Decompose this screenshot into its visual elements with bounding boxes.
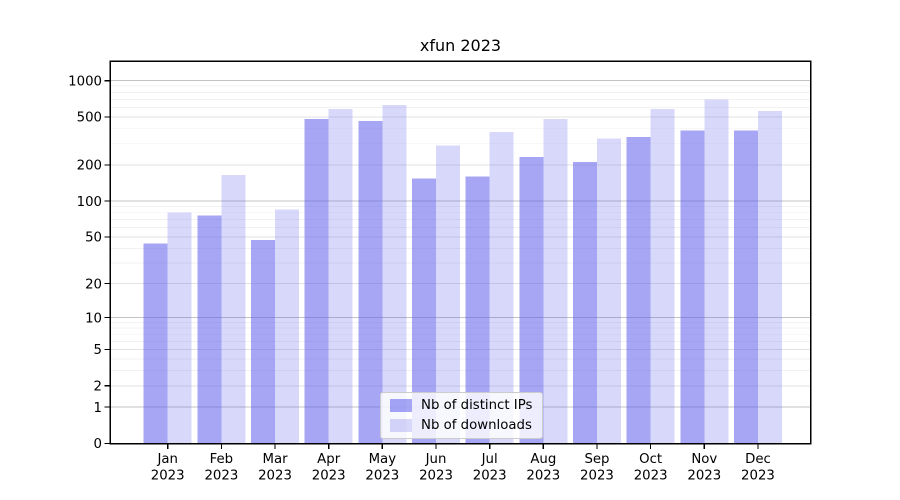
legend-swatch-distinct-ips xyxy=(390,399,412,412)
x-tick-label-year: 2023 xyxy=(580,469,614,484)
x-tick-label-year: 2023 xyxy=(204,469,238,484)
x-tick-label-month: Mar xyxy=(262,452,288,467)
chart-title: xfun 2023 xyxy=(419,36,502,55)
x-tick-label-month: Sep xyxy=(584,452,609,467)
bar-ips-sep xyxy=(572,162,597,444)
x-tick-label-year: 2023 xyxy=(419,469,453,484)
y-tick-label: 1000 xyxy=(68,74,102,89)
legend-label-distinct-ips: Nb of distinct IPs xyxy=(421,398,533,413)
bar-ips-nov xyxy=(680,130,705,444)
x-tick-label-month: Dec xyxy=(745,452,771,467)
bar-ips-apr xyxy=(304,118,329,444)
bar-downloads-nov xyxy=(704,99,729,444)
x-tick-label-year: 2023 xyxy=(365,469,399,484)
bar-ips-jan xyxy=(143,243,168,444)
x-tick-label-month: Nov xyxy=(691,452,717,467)
y-tick-label: 5 xyxy=(94,343,102,358)
x-tick-label-year: 2023 xyxy=(526,469,560,484)
bar-downloads-sep xyxy=(596,138,621,444)
bar-downloads-feb xyxy=(221,175,246,444)
bar-ips-mar xyxy=(251,240,276,444)
x-tick-label-month: Jun xyxy=(425,452,447,467)
y-tick-label: 1 xyxy=(94,401,102,416)
y-tick-label: 20 xyxy=(85,277,102,292)
bar-downloads-oct xyxy=(650,109,675,444)
legend-swatch-downloads xyxy=(390,419,412,432)
bar-ips-may xyxy=(358,120,383,444)
bar-ips-dec xyxy=(733,130,758,444)
plot-border xyxy=(109,60,812,445)
bar-downloads-dec xyxy=(757,110,782,444)
x-tick-label-month: Jan xyxy=(156,452,178,467)
x-tick-label-month: Oct xyxy=(639,452,662,467)
x-tick-label-year: 2023 xyxy=(473,469,507,484)
x-tick-label-year: 2023 xyxy=(312,469,346,484)
x-tick-label-month: Jul xyxy=(481,452,498,467)
y-tick-label: 2 xyxy=(94,380,102,395)
x-tick-label-month: Feb xyxy=(210,452,234,467)
x-tick-label-year: 2023 xyxy=(151,469,185,484)
legend-item-downloads: Nb of downloads xyxy=(390,419,532,432)
x-tick-label-year: 2023 xyxy=(687,469,721,484)
x-tick-label-month: May xyxy=(369,452,397,467)
x-tick-label-month: Aug xyxy=(530,452,556,467)
y-tick-label: 100 xyxy=(77,195,102,210)
y-tick-label: 10 xyxy=(85,311,102,326)
bar-ips-feb xyxy=(197,215,222,444)
y-tick-label: 0 xyxy=(94,437,102,452)
legend-item-distinct-ips: Nb of distinct IPs xyxy=(390,399,532,412)
bar-downloads-jul xyxy=(489,132,514,444)
y-tick-label: 500 xyxy=(77,111,102,126)
y-tick-label: 200 xyxy=(77,159,102,174)
bar-downloads-aug xyxy=(543,118,568,444)
bar-downloads-apr xyxy=(328,108,353,444)
legend-label-downloads: Nb of downloads xyxy=(421,418,532,433)
y-tick-label: 50 xyxy=(85,231,102,246)
bar-downloads-jan xyxy=(167,212,192,444)
x-tick-label-month: Apr xyxy=(317,452,341,467)
x-tick-label-year: 2023 xyxy=(741,469,775,484)
bar-downloads-mar xyxy=(275,209,300,444)
legend: Nb of distinct IPs Nb of downloads xyxy=(380,392,544,439)
bar-downloads-may xyxy=(382,104,407,444)
bar-ips-oct xyxy=(626,137,651,444)
x-tick-label-year: 2023 xyxy=(258,469,292,484)
x-tick-label-year: 2023 xyxy=(634,469,668,484)
